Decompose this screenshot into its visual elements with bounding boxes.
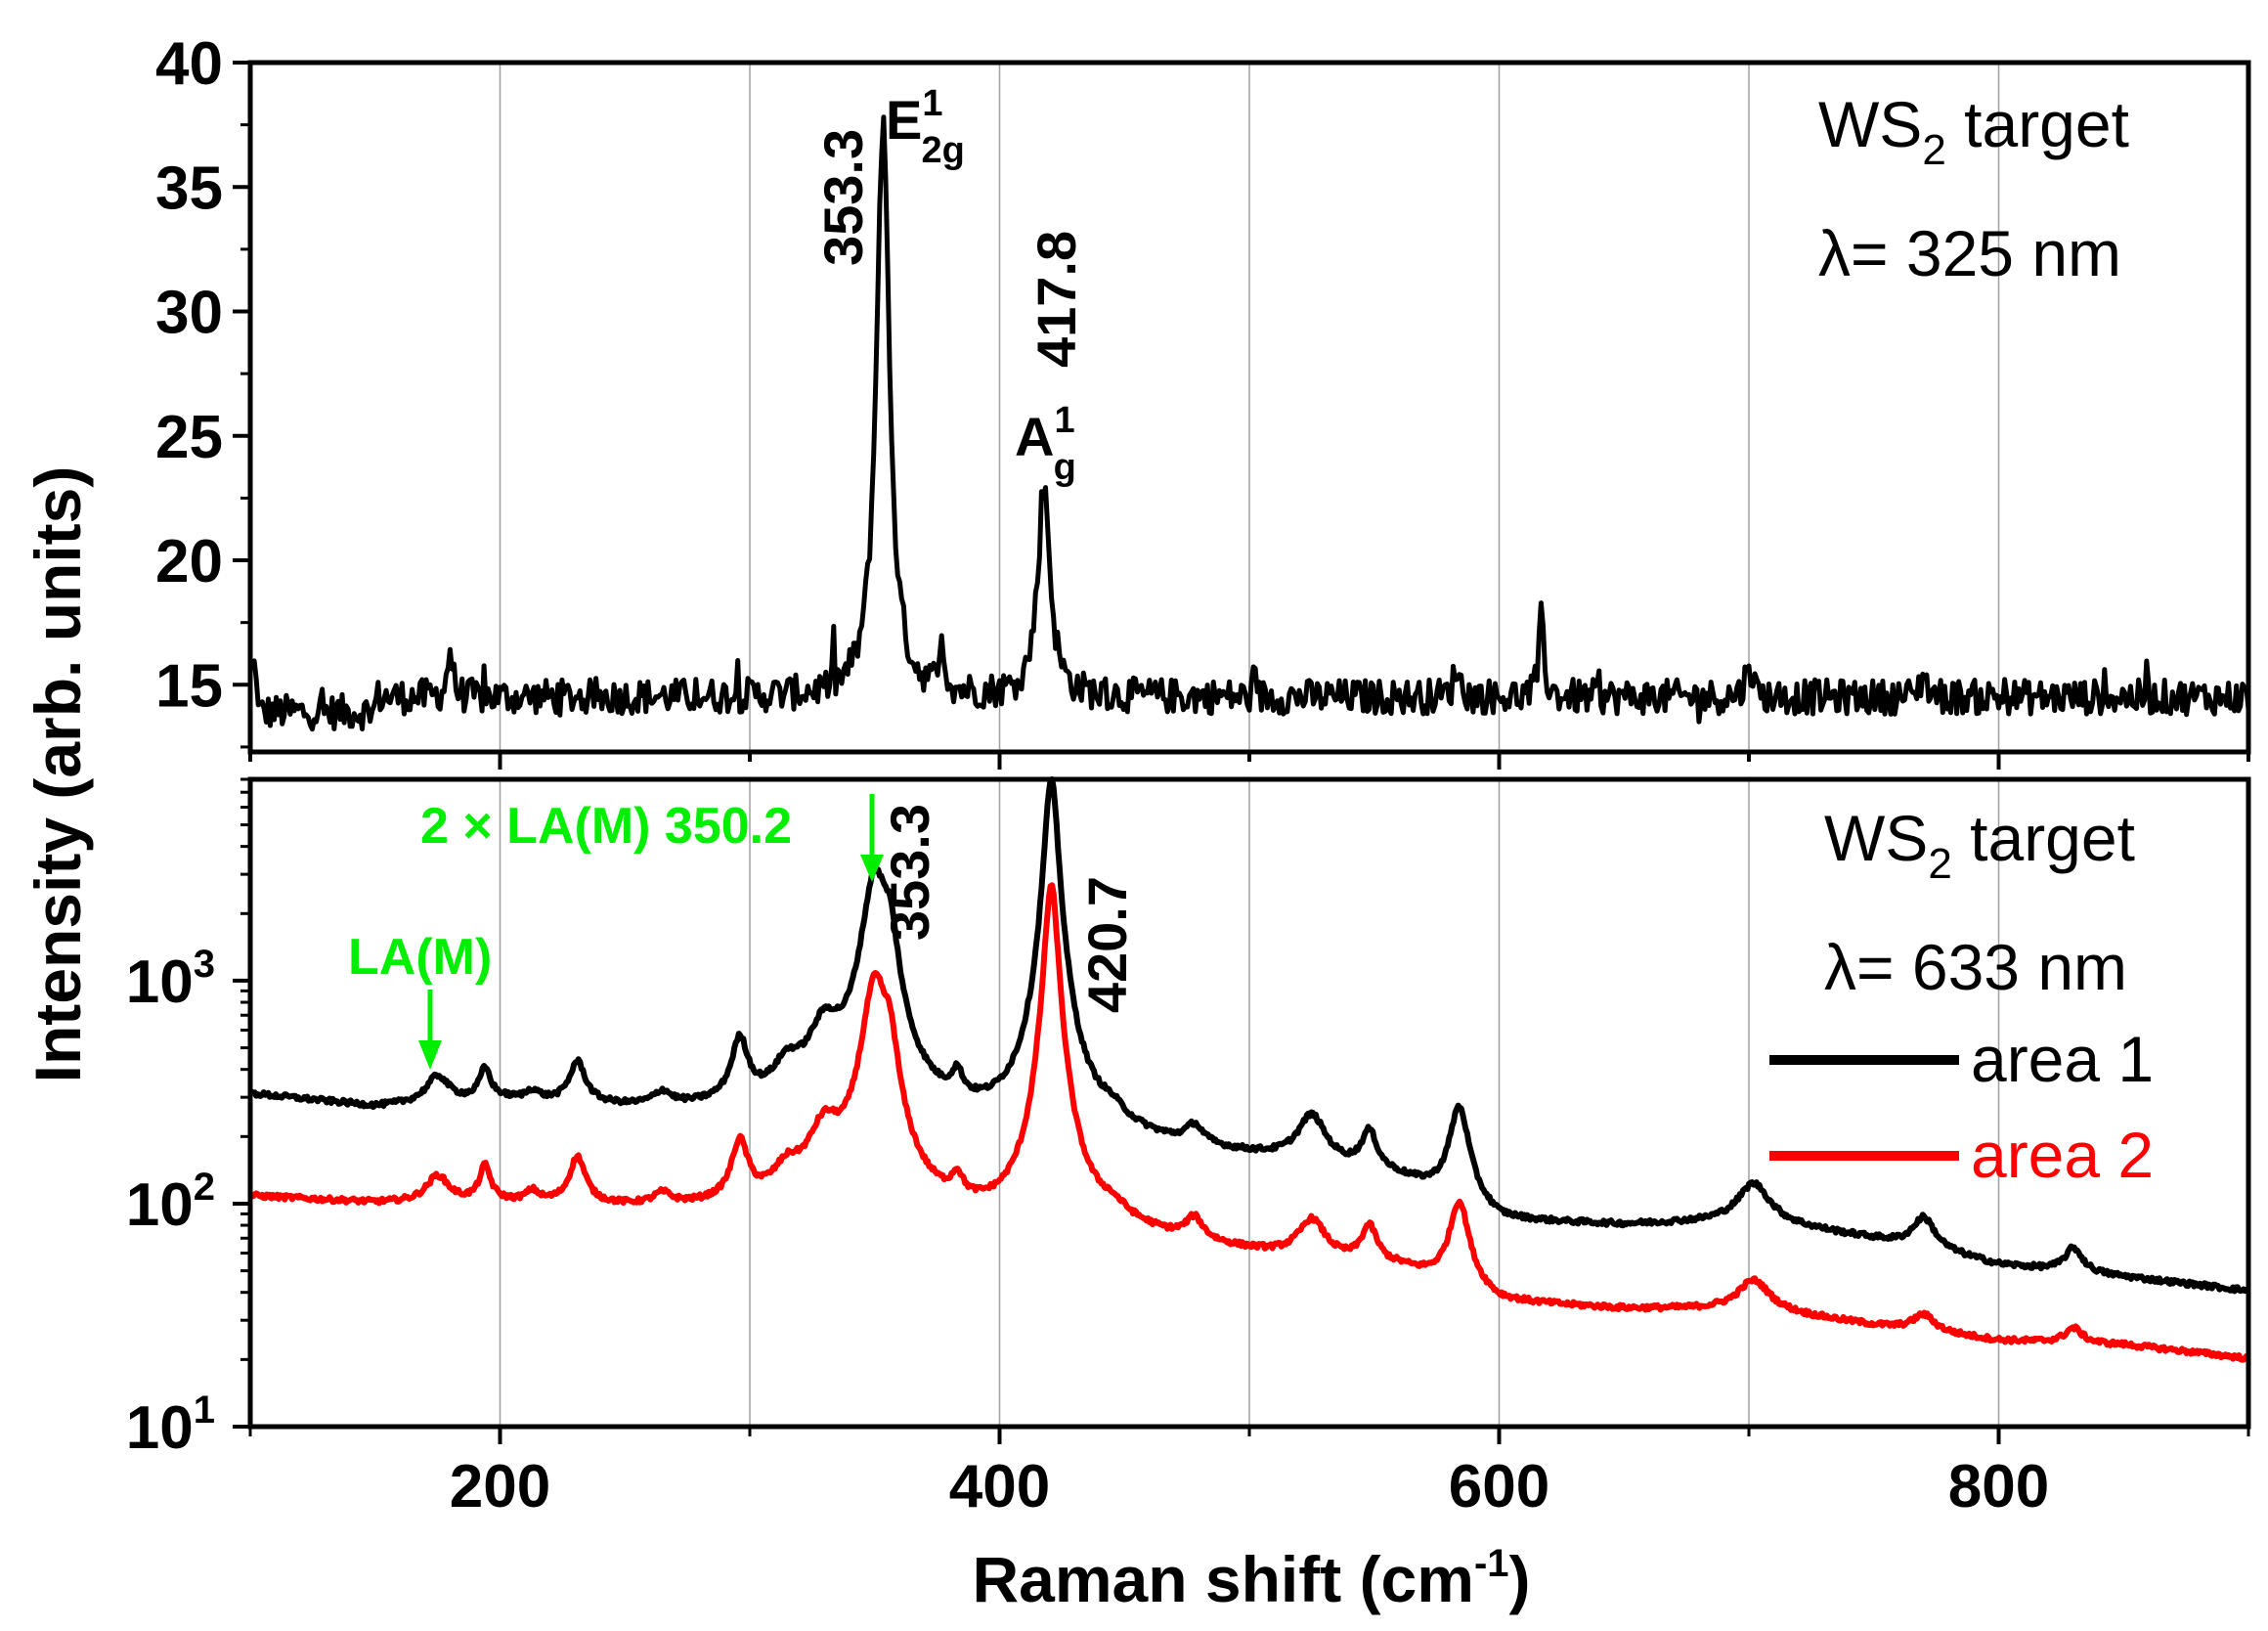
- top-ytick-label-15: 15: [155, 652, 223, 720]
- legend-label-area-1: area 1: [1971, 1023, 2154, 1095]
- bottom-sample-label: WS2 target: [1824, 802, 2135, 888]
- bottom-ytick-label-10: 101: [126, 1389, 215, 1462]
- la-m-arrow: [418, 990, 442, 1070]
- top-peak-mode-e2g: E1 2g: [886, 83, 965, 171]
- two-la-m-label: 2 × LA(M) 350.2: [420, 798, 792, 855]
- bottom-peak-label-353: 353.3: [879, 804, 940, 941]
- top-ytick-label-30: 30: [155, 280, 223, 347]
- bottom-panel-series: [247, 776, 2250, 1363]
- bottom-xtick-label-600: 600: [1449, 1453, 1549, 1521]
- top-peak-label-417: 417.8: [1025, 231, 1087, 368]
- top-ytick-label-35: 35: [155, 154, 223, 222]
- top-wavelength-label: λ= 325 nm: [1818, 217, 2121, 289]
- two-la-m-arrow: [860, 794, 884, 882]
- bottom-panel-gridlines: [499, 779, 2000, 1427]
- top-panel-gridlines: [499, 63, 2000, 752]
- bottom-spectrum-area-2: [248, 882, 2249, 1363]
- la-m-label: LA(M): [348, 929, 492, 986]
- bottom-xtick-label-800: 800: [1948, 1453, 2049, 1521]
- top-peak-mode-ag: A1 g: [1015, 400, 1076, 488]
- bottom-xtick-label-200: 200: [450, 1453, 550, 1521]
- x-axis-title: Raman shift (cm-1): [973, 1542, 1531, 1615]
- bottom-peak-label-420: 420.7: [1076, 876, 1138, 1013]
- top-ytick-label-25: 25: [155, 404, 223, 471]
- bottom-spectrum-area-1: [247, 776, 2250, 1295]
- top-panel-ticks: 15 20 25 30 35 40: [155, 30, 2250, 770]
- top-peak-label-353: 353.3: [812, 129, 874, 266]
- bottom-xtick-label-400: 400: [949, 1453, 1050, 1521]
- bottom-panel-ticks: 200 400 600 800 101 102 103: [126, 777, 2250, 1521]
- legend: area 1 area 2: [1769, 1023, 2154, 1191]
- y-axis-title: Intensity (arb. units): [22, 466, 94, 1083]
- top-ytick-label-40: 40: [155, 30, 223, 98]
- top-ytick-label-20: 20: [155, 528, 223, 595]
- top-spectrum-line: [249, 114, 2251, 732]
- top-sample-label: WS2 target: [1818, 88, 2129, 174]
- bottom-ytick-label-1000: 103: [126, 943, 215, 1016]
- top-panel-series: [249, 114, 2251, 732]
- legend-label-area-2: area 2: [1971, 1119, 2154, 1191]
- bottom-ytick-label-100: 102: [126, 1166, 215, 1239]
- bottom-wavelength-label: λ= 633 nm: [1824, 931, 2127, 1003]
